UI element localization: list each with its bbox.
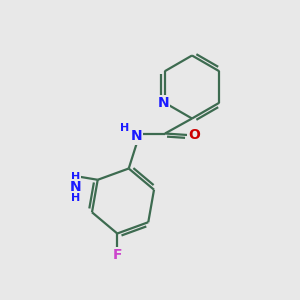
- Text: N: N: [158, 96, 169, 110]
- Text: F: F: [112, 248, 122, 262]
- Text: H: H: [70, 193, 80, 203]
- Text: H: H: [121, 123, 130, 133]
- Text: N: N: [131, 130, 142, 143]
- Text: H: H: [70, 172, 80, 182]
- Text: O: O: [188, 128, 200, 142]
- Text: N: N: [69, 180, 81, 194]
